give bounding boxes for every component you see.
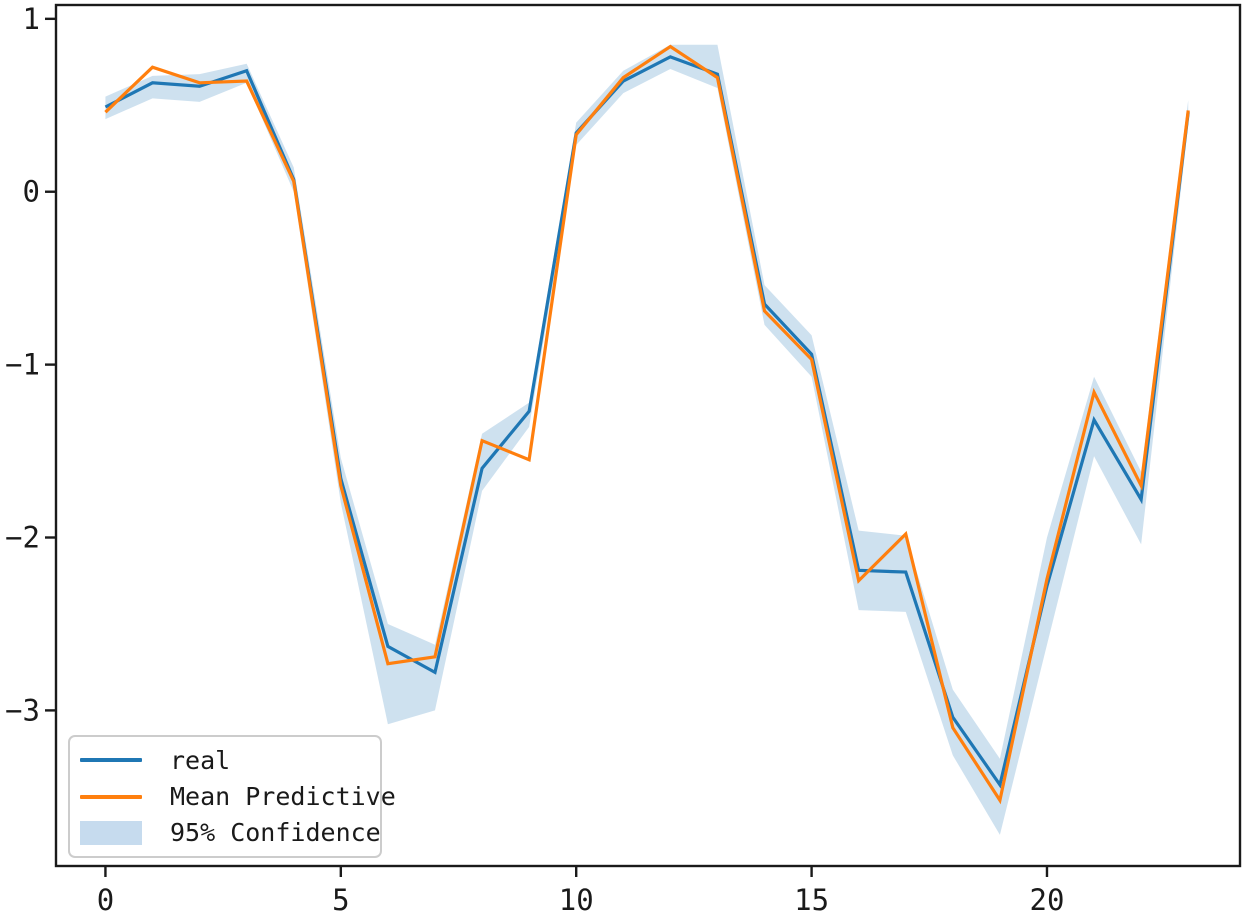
confidence-band (105, 44, 1189, 835)
x-tick-label: 0 (97, 883, 114, 917)
confidence-band-swatch (80, 820, 142, 845)
y-tick-label: 1 (23, 2, 40, 36)
plot-border (54, 3, 1242, 868)
x-tick-label: 20 (1030, 883, 1065, 917)
y-tick-label: 0 (23, 175, 40, 209)
legend: real Mean Predictive 95% Confidence (68, 735, 396, 858)
y-tick-label: −2 (5, 521, 40, 555)
legend-item-real: real (80, 743, 368, 777)
y-tick-label: −1 (5, 348, 40, 382)
legend-label-real: real (170, 745, 231, 775)
mean-predictive-line-swatch (80, 794, 142, 799)
legend-item-mean-predictive: Mean Predictive (80, 780, 396, 814)
x-tick-label: 15 (794, 883, 829, 917)
legend-label-confidence: 95% Confidence (170, 818, 381, 848)
legend-item-confidence: 95% Confidence (80, 816, 381, 850)
x-tick-label: 10 (559, 883, 594, 917)
y-tick-label: −3 (5, 693, 40, 727)
x-tick-label: 5 (332, 883, 349, 917)
real-line-swatch (80, 758, 142, 763)
mean-predictive-line (104, 44, 1190, 805)
legend-label-mean-predictive: Mean Predictive (170, 782, 396, 811)
